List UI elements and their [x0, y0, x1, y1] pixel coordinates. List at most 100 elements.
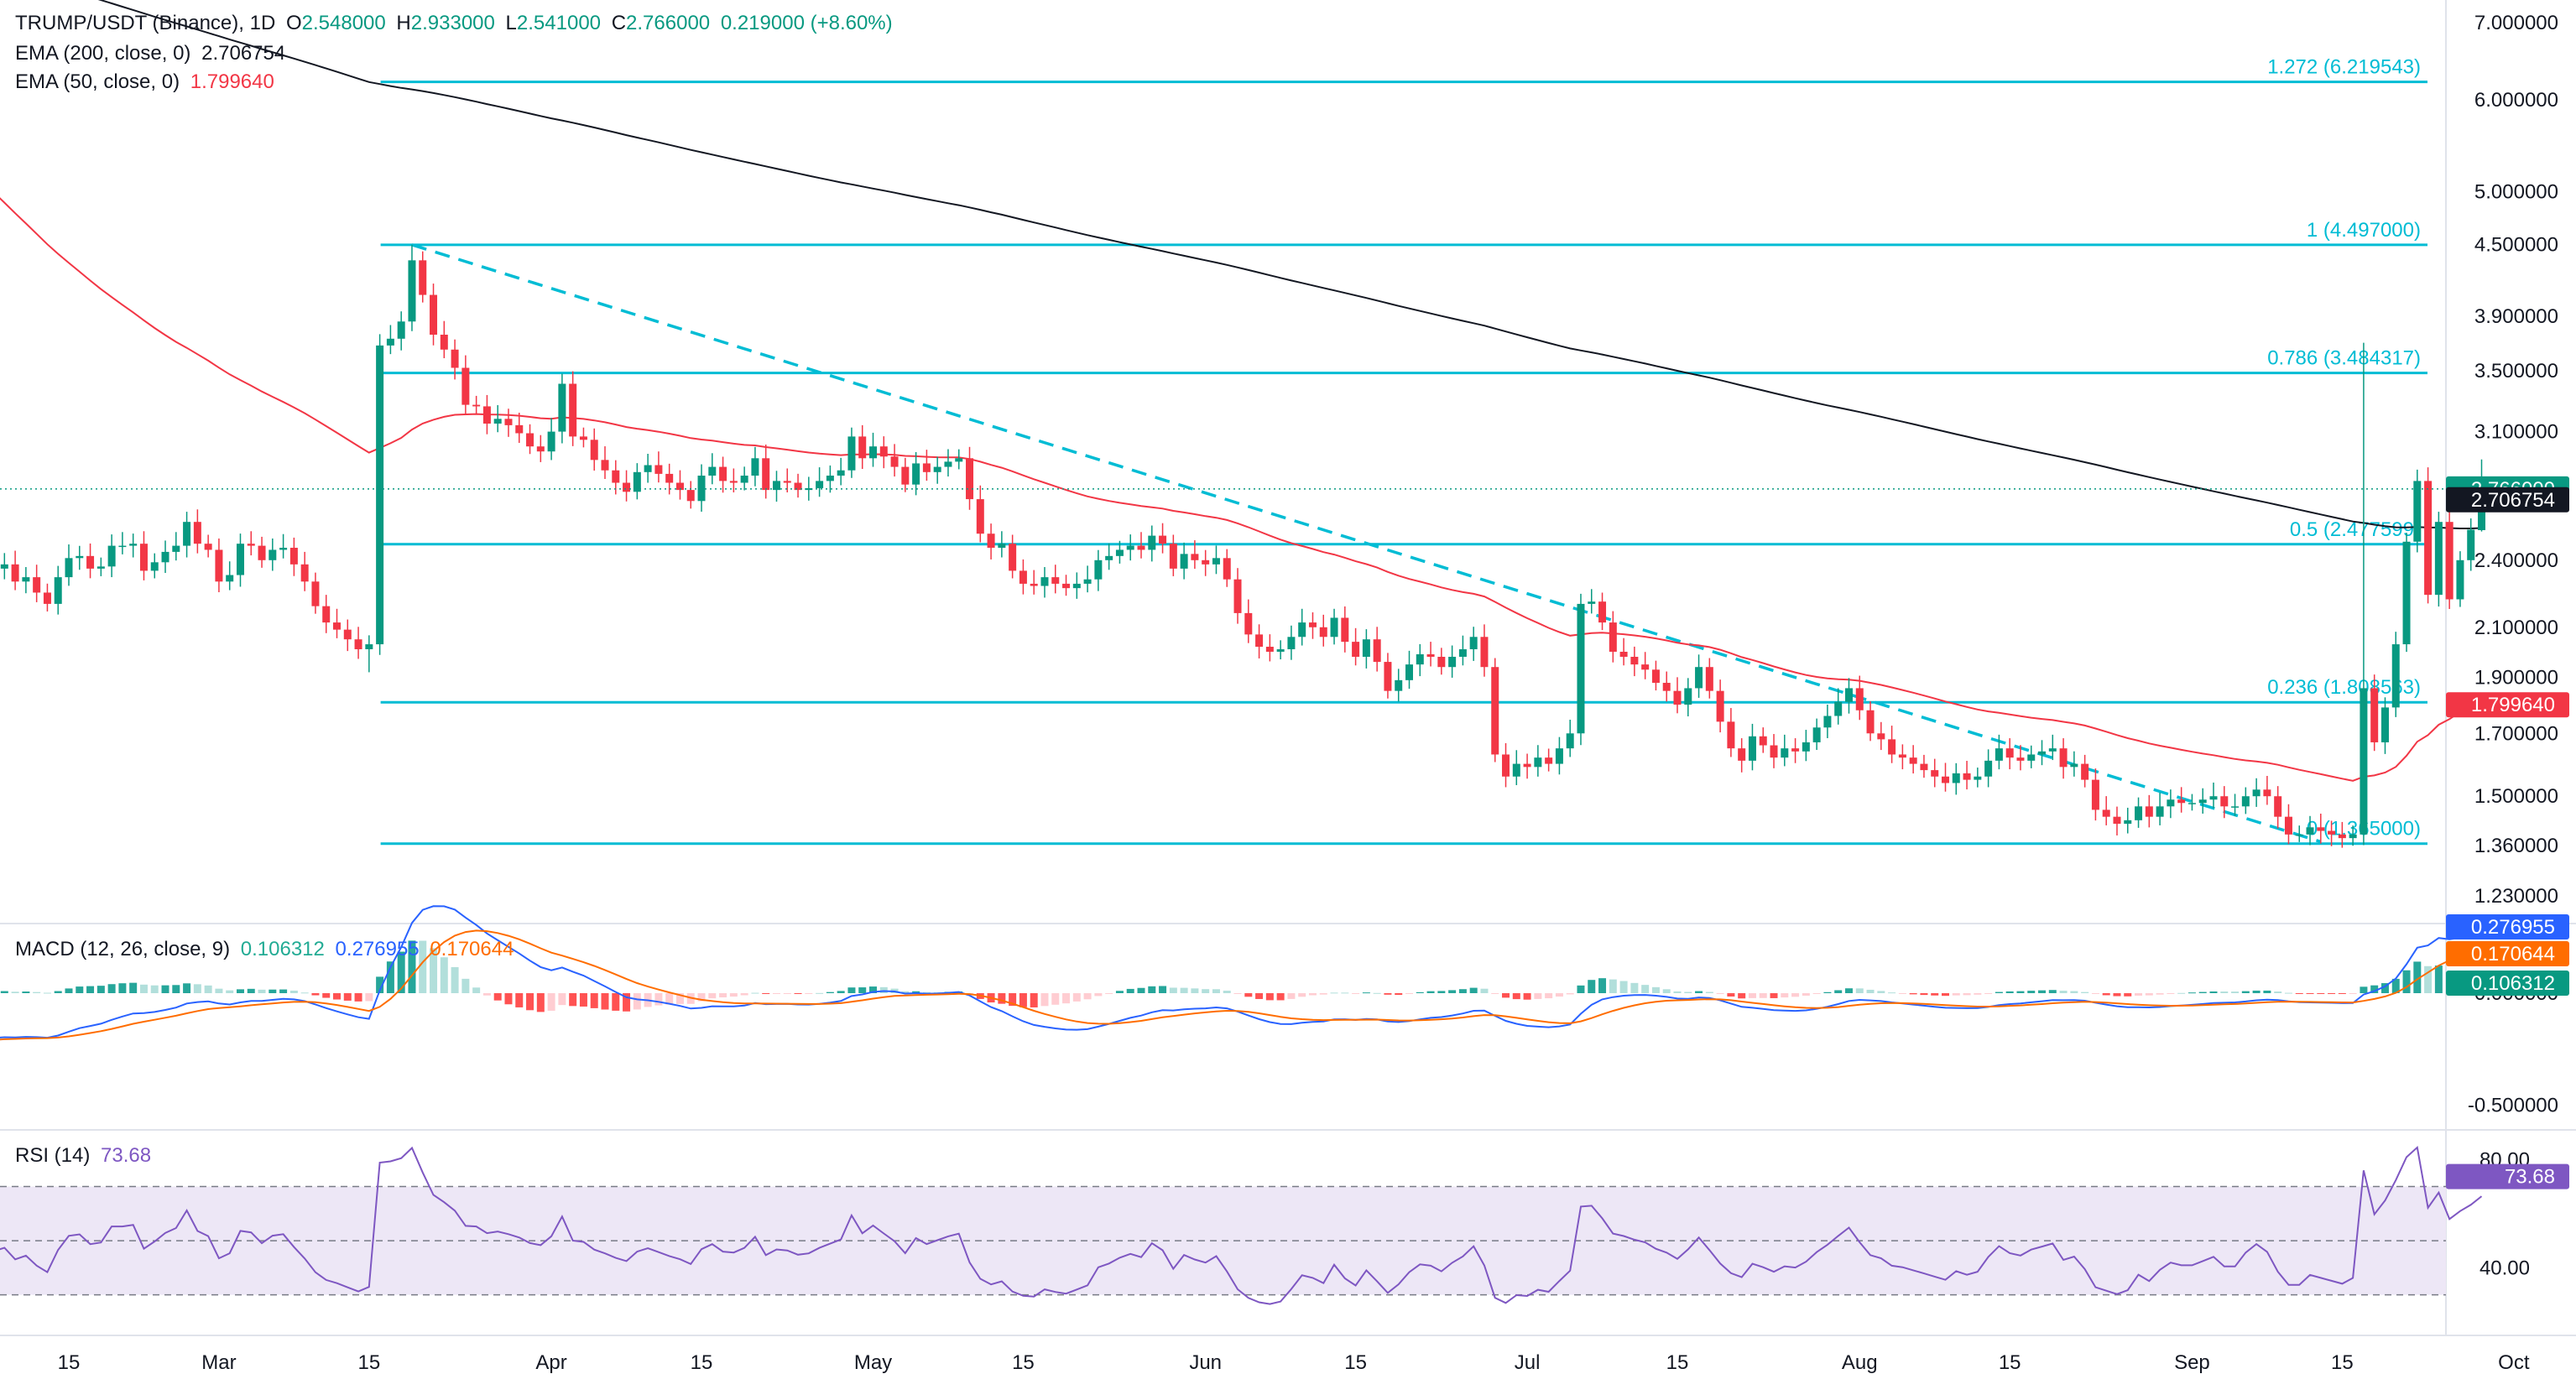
macd-hist-bar [1673, 991, 1682, 993]
macd-hist-bar [1458, 989, 1467, 993]
macd-hist-bar [912, 991, 920, 993]
macd-hist-bar [1426, 991, 1435, 993]
candle-body [1566, 733, 1574, 749]
time-tick-label: Apr [535, 1351, 566, 1374]
macd-hist-bar [515, 993, 524, 1007]
price-tick-label: 2.100000 [2474, 617, 2558, 639]
price-axis[interactable]: 7.000000 6.000000 5.000000 4.500000 3.900000… [2446, 12, 2569, 1279]
macd-hist-bar [54, 991, 62, 993]
macd-hist-bar [1126, 988, 1134, 993]
candle-body [1802, 742, 1810, 752]
rsi-badge-bg [2446, 1163, 2569, 1189]
candle-body [1695, 667, 1703, 689]
macd-hist-bar [729, 993, 738, 997]
macd-hist-bar [2102, 993, 2110, 996]
candle-body [1395, 679, 1403, 691]
macd-hist-bar [215, 988, 223, 993]
time-tick-label: 15 [691, 1351, 713, 1374]
fibonacci-retracement[interactable]: 1.272 (6.219543) 1 (4.497000) 0.786 (3.484… [380, 56, 2427, 846]
macd-hist-bar [1502, 993, 1510, 998]
time-tick-label: 15 [357, 1351, 380, 1374]
candle-body [837, 470, 845, 476]
ema50-legend[interactable]: EMA (50, close, 0) 1.799640 [15, 70, 279, 94]
candle-body [1748, 736, 1756, 761]
candle-body [858, 436, 867, 459]
candle-body [107, 545, 116, 567]
descending-trendline[interactable] [411, 243, 2322, 844]
candle-body [805, 487, 813, 491]
macd-hist-bar [343, 993, 352, 1001]
candle-body [365, 644, 373, 649]
rsi-pane [0, 1145, 2483, 1305]
candle-body [1781, 748, 1789, 758]
macd-hist-bar [1405, 993, 1413, 994]
macd-hist-bar [1319, 993, 1327, 995]
macd-hist-bar [2220, 991, 2229, 993]
fib-level-label: 0.786 (3.484317) [2267, 347, 2421, 370]
macd-hist-bar [1770, 993, 1778, 998]
candle-body [955, 458, 963, 462]
candle-body [1202, 559, 1210, 565]
macd-legend[interactable]: MACD (12, 26, close, 9) 0.106312 0.27695… [15, 938, 519, 961]
time-axis[interactable]: 15 Mar 15 Apr 15 May 15 Jun 15 Jul 15 Aug 15 Sep 15 Oct [58, 1351, 2530, 1374]
candle-body [2135, 806, 2143, 820]
macd-hist-bar [2328, 993, 2336, 994]
price-tick-label: 4.500000 [2474, 233, 2558, 256]
candle-body [1384, 662, 1392, 691]
candle-body [1330, 617, 1338, 638]
fib-level-label: 1 (4.497000) [2307, 219, 2421, 242]
macd-hist-bar [1695, 991, 1703, 993]
macd-hist-bar [1159, 986, 1167, 993]
macd-hist-bar [2370, 985, 2379, 993]
candle-body [751, 458, 759, 476]
macd-hist-bar [107, 984, 116, 993]
candle-body [536, 446, 545, 452]
candle-body [376, 345, 384, 645]
macd-hist-bar [1148, 986, 1156, 993]
macd-hist-bar [826, 991, 834, 993]
candle-body [1598, 601, 1607, 623]
macd-hist-bar [601, 993, 609, 1010]
candle-body [1298, 622, 1306, 638]
candle-body [966, 458, 974, 500]
candle-body [2241, 796, 2250, 807]
macd-hist-bar [879, 986, 888, 993]
time-tick-label: 15 [1666, 1351, 1689, 1374]
macd-hist-bar [1877, 991, 1885, 993]
macd-hist-bar [76, 986, 84, 993]
low-label: L [505, 12, 517, 34]
macd-hist-bar [1062, 993, 1071, 1004]
ema200-legend[interactable]: EMA (200, close, 0) 2.706754 [15, 42, 290, 65]
macd-hist-bar [161, 985, 169, 993]
macd-hist-bar [96, 986, 105, 993]
time-tick-label: Mar [201, 1351, 236, 1374]
candle-body [1909, 757, 1917, 764]
macd-hist-bar [2081, 991, 2089, 993]
price-tick-label: 5.000000 [2474, 180, 2558, 203]
macd-hist-bar [922, 991, 931, 993]
time-tick-label: Sep [2174, 1351, 2210, 1374]
macd-hist-bar [440, 957, 448, 993]
candle-body [1770, 745, 1778, 758]
ema200-path [97, 0, 2482, 529]
candle-body [493, 419, 502, 424]
macd-hist-bar [2188, 992, 2196, 994]
macd-hist-bar [1791, 993, 1800, 997]
macd-hist-bar [279, 989, 288, 993]
candle-body [1963, 773, 1971, 780]
macd-hist-bar [2005, 991, 2014, 993]
candle-body [472, 404, 481, 407]
symbol-title[interactable]: TRUMP/USDT (Binance), 1D [15, 12, 276, 34]
candle-body [719, 466, 727, 481]
candle-body [1588, 601, 1596, 604]
candlestick-series [0, 244, 2485, 848]
macd-hist-bar [633, 993, 641, 1010]
candle-body [633, 471, 641, 492]
candle-body [976, 499, 984, 534]
candle-body [1426, 653, 1435, 657]
candle-body [1855, 688, 1864, 710]
candle-body [1877, 733, 1885, 740]
macd-badge: 0.106312 [2471, 972, 2555, 995]
rsi-legend[interactable]: RSI (14) 73.68 [15, 1144, 156, 1168]
